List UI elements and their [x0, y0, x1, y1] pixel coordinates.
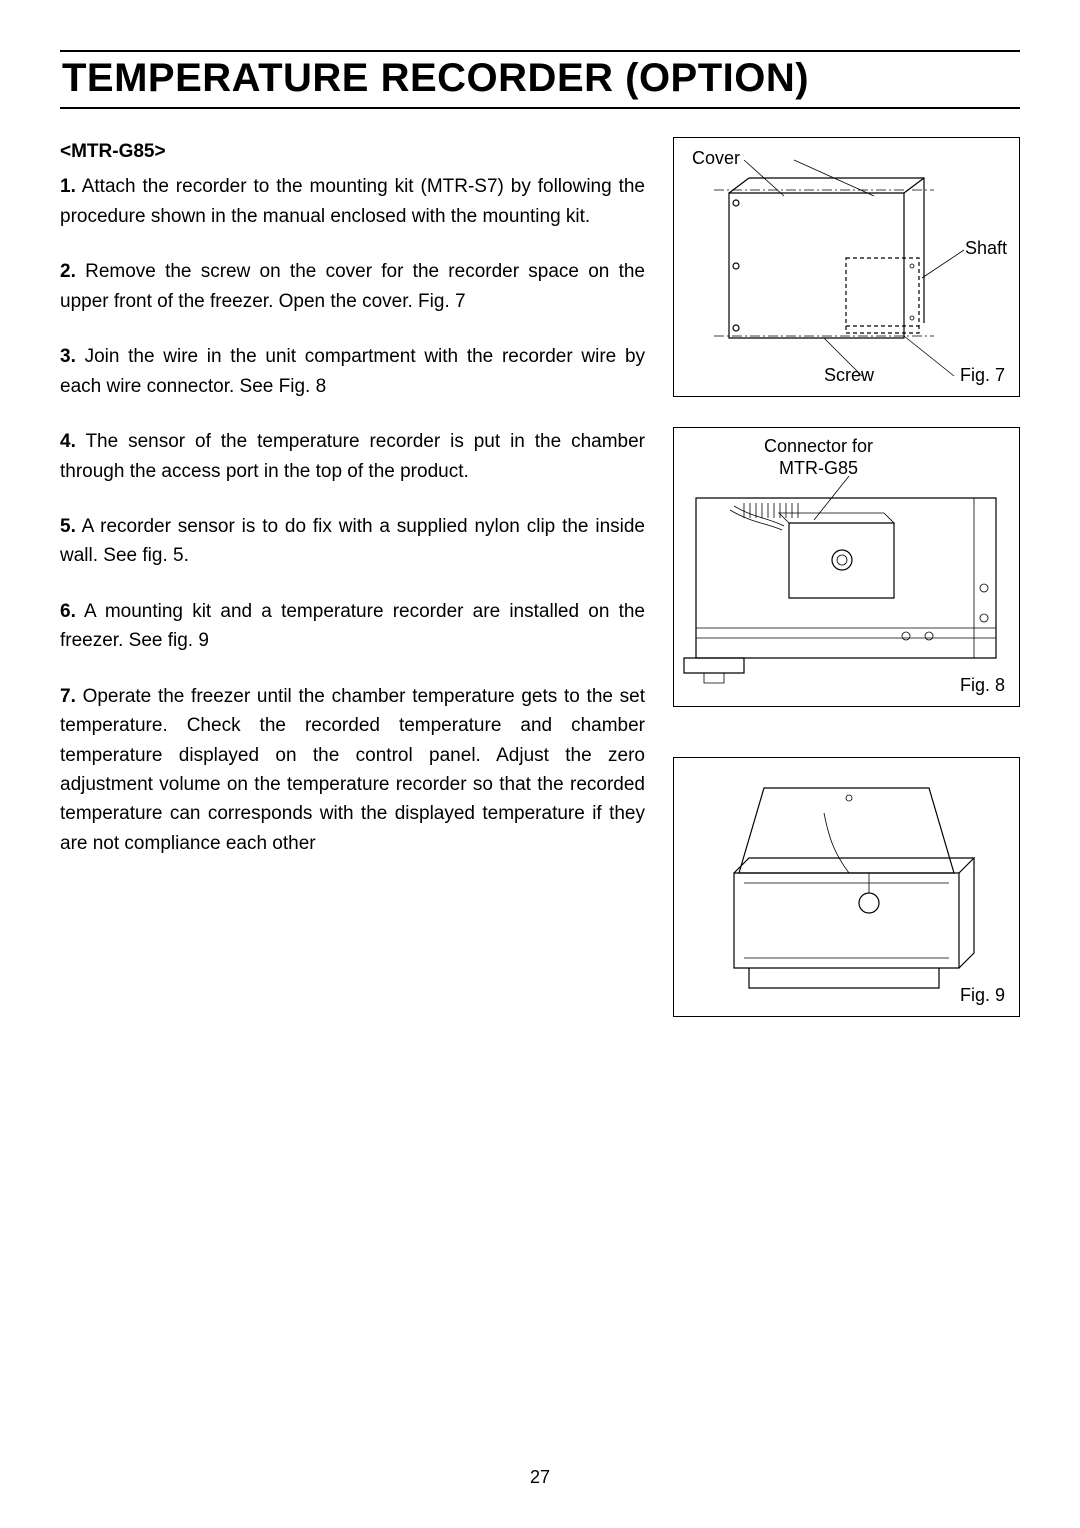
fig9-diagram	[674, 758, 1019, 1018]
step-1-text: Attach the recorder to the mounting kit …	[60, 176, 645, 226]
fig7-label-cover: Cover	[692, 148, 740, 169]
step-5: 5. A recorder sensor is to do fix with a…	[60, 512, 645, 571]
top-rule	[60, 50, 1020, 52]
step-7-text: Operate the freezer until the chamber te…	[60, 686, 645, 854]
fig7-diagram	[674, 138, 1019, 398]
step-4: 4. The sensor of the temperature recorde…	[60, 427, 645, 486]
step-3: 3. Join the wire in the unit compartment…	[60, 342, 645, 401]
fig7-label-shaft: Shaft	[965, 238, 1007, 259]
step-3-num: 3.	[60, 346, 76, 367]
step-6-num: 6.	[60, 601, 76, 622]
step-2-text: Remove the screw on the cover for the re…	[60, 261, 645, 311]
model-heading: <MTR-G85>	[60, 137, 645, 166]
instructions-column: <MTR-G85> 1. Attach the recorder to the …	[60, 137, 645, 1047]
fig8-label-connector-l1: Connector for	[764, 436, 873, 456]
step-5-text: A recorder sensor is to do fix with a su…	[60, 516, 645, 566]
content-columns: <MTR-G85> 1. Attach the recorder to the …	[60, 137, 1020, 1047]
figure-7: Cover Shaft Screw Fig. 7	[673, 137, 1020, 397]
fig8-caption: Fig. 8	[960, 675, 1005, 696]
fig7-caption: Fig. 7	[960, 365, 1005, 386]
step-7: 7. Operate the freezer until the chamber…	[60, 682, 645, 859]
figure-9: Fig. 9	[673, 757, 1020, 1017]
step-5-num: 5.	[60, 516, 76, 537]
page-title: TEMPERATURE RECORDER (OPTION)	[60, 56, 1020, 101]
fig9-caption: Fig. 9	[960, 985, 1005, 1006]
step-6: 6. A mounting kit and a temperature reco…	[60, 597, 645, 656]
figure-8: Connector for MTR-G85 Fig. 8	[673, 427, 1020, 707]
fig8-label-connector: Connector for MTR-G85	[764, 436, 873, 479]
step-4-text: The sensor of the temperature recorder i…	[60, 431, 645, 481]
step-7-num: 7.	[60, 686, 76, 707]
step-1-num: 1.	[60, 176, 76, 197]
step-2: 2. Remove the screw on the cover for the…	[60, 257, 645, 316]
fig7-label-screw: Screw	[824, 365, 874, 386]
title-wrap: TEMPERATURE RECORDER (OPTION)	[60, 56, 1020, 109]
fig8-label-connector-l2: MTR-G85	[779, 458, 858, 478]
step-6-text: A mounting kit and a temperature recorde…	[60, 601, 645, 651]
page-number: 27	[0, 1467, 1080, 1488]
step-2-num: 2.	[60, 261, 76, 282]
figures-column: Cover Shaft Screw Fig. 7	[673, 137, 1020, 1047]
step-1: 1. Attach the recorder to the mounting k…	[60, 172, 645, 231]
step-4-num: 4.	[60, 431, 76, 452]
step-3-text: Join the wire in the unit compartment wi…	[60, 346, 645, 396]
